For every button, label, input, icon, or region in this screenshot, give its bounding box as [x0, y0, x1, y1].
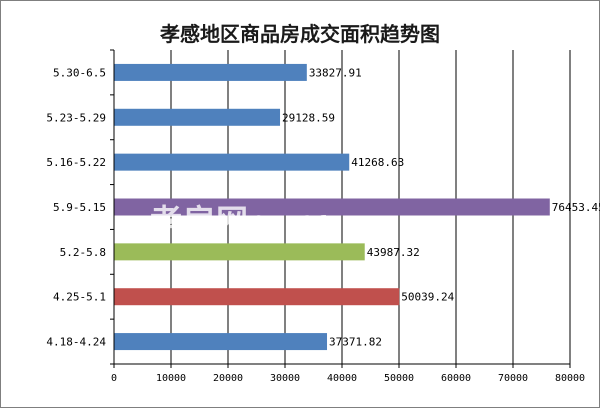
x-tick-label: 10000 [156, 373, 186, 384]
category-label: 5.30-6.5 [53, 66, 106, 79]
data-label: 29128.59 [282, 111, 335, 124]
category-label: 5.16-5.22 [46, 156, 106, 169]
category-label: 4.18-4.24 [46, 336, 106, 349]
bar [114, 198, 550, 216]
category-label: 4.25-5.1 [53, 291, 106, 304]
x-tick-label: 30000 [270, 373, 300, 384]
x-tick-label: 70000 [498, 373, 528, 384]
x-tick-label: 60000 [441, 373, 471, 384]
bar [114, 153, 350, 171]
bar [114, 333, 328, 351]
data-label: 41268.63 [351, 156, 404, 169]
bar [114, 63, 307, 81]
x-tick-label: 20000 [213, 373, 243, 384]
data-label: 37371.82 [329, 336, 382, 349]
bar [114, 288, 400, 306]
bars [114, 63, 550, 351]
axes [110, 49, 571, 368]
data-label: 43987.32 [367, 246, 420, 259]
x-tick-label: 50000 [384, 373, 414, 384]
x-tick-label: 0 [111, 373, 117, 384]
data-label: 76453.45 [552, 201, 600, 214]
x-tick-label: 40000 [327, 373, 357, 384]
data-label: 33827.91 [309, 66, 362, 79]
data-label: 50039.24 [401, 291, 454, 304]
category-label: 5.23-5.29 [46, 111, 106, 124]
labels: 0 10000 20000 30000 40000 50000 60000 70000 8000… [46, 66, 600, 384]
bar [114, 243, 365, 261]
x-tick-label: 80000 [555, 373, 585, 384]
bar [114, 108, 281, 126]
category-label: 5.2-5.8 [60, 246, 106, 259]
chart-title: 孝感地区商品房成交面积趋势图 [160, 22, 440, 46]
category-label: 5.9-5.15 [53, 201, 106, 214]
